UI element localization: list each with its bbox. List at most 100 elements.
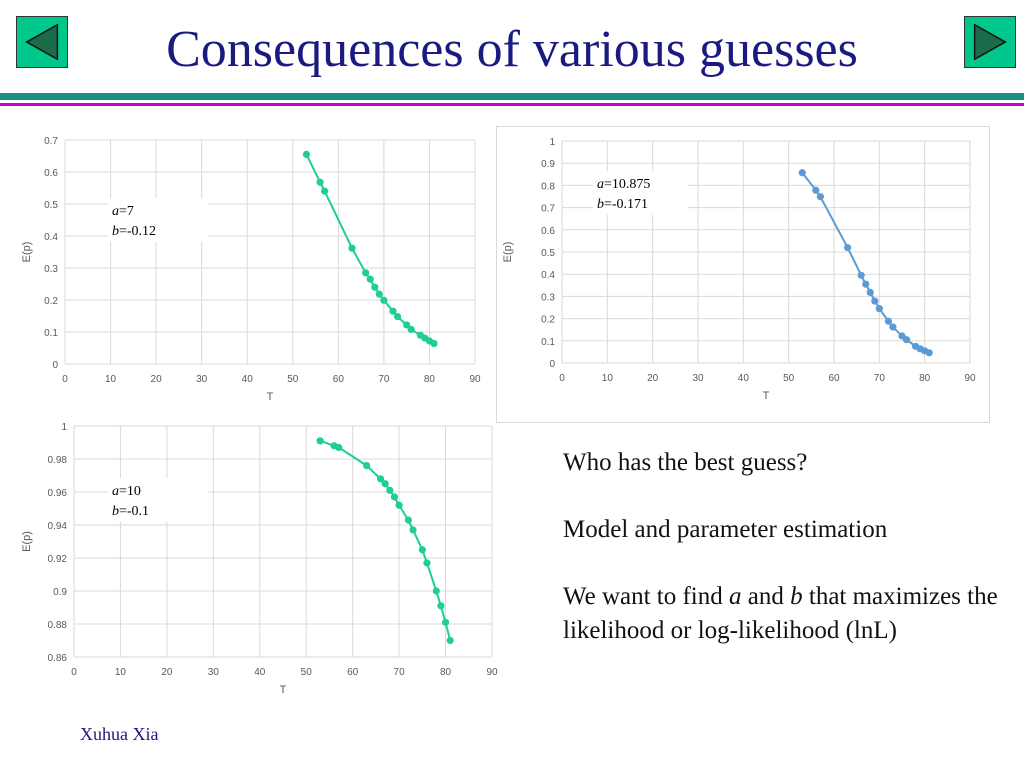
data-point <box>889 323 897 331</box>
divider-bar-teal <box>0 93 1024 100</box>
chart-svg: 0 0.1 0.2 0.3 0.4 0.5 0.6 0.7 0 10 20 30 40 50 60 70 80 9… <box>21 136 481 403</box>
x-tick-label: 60 <box>828 373 840 384</box>
data-point <box>871 297 879 305</box>
data-point <box>925 349 933 357</box>
x-tick-label: 20 <box>151 374 163 385</box>
next-slide-button[interactable] <box>964 16 1016 68</box>
y-tick-label: 0.7 <box>541 204 555 215</box>
y-tick-label: 0.7 <box>44 136 58 147</box>
annotation-a: a=7 <box>112 204 134 219</box>
data-point <box>302 150 311 158</box>
data-point <box>403 321 411 329</box>
data-point <box>366 275 374 283</box>
data-point <box>875 305 883 313</box>
data-point <box>390 493 399 501</box>
y-tick-label: 1 <box>61 422 67 433</box>
data-point <box>446 636 454 645</box>
data-point <box>812 186 820 194</box>
x-tick-label: 0 <box>62 374 68 385</box>
data-point <box>363 462 371 470</box>
y-tick-label: 0 <box>52 360 58 371</box>
y-tick-label: 0.4 <box>541 270 555 281</box>
bullet-best-guess: Who has the best guess? <box>563 449 808 476</box>
y-tick-label: 0.8 <box>541 181 555 192</box>
annotation-b: b=-0.12 <box>112 224 156 239</box>
triangle-left-icon <box>25 23 59 61</box>
data-point <box>380 296 388 304</box>
x-tick-label: 20 <box>161 667 173 678</box>
data-point <box>362 269 370 277</box>
x-tick-label: 10 <box>602 373 614 384</box>
x-tick-label: 30 <box>208 667 220 678</box>
data-point <box>884 317 892 325</box>
y-tick-label: 0.5 <box>44 200 58 211</box>
x-tick-label: 80 <box>919 373 931 384</box>
y-tick-label: 0.1 <box>44 328 58 339</box>
data-point <box>316 178 324 186</box>
data-point <box>407 325 415 334</box>
annotation-a: a=10.875 <box>597 177 650 192</box>
x-tick-label: 60 <box>333 374 345 385</box>
chart-a10875: 0 0.1 0.2 0.3 0.4 0.5 0.6 0.7 0.8 0.9 1 0 10 20 30 40 50… <box>496 126 990 423</box>
data-point <box>862 280 870 288</box>
divider-bar-magenta <box>0 103 1024 106</box>
y-tick-label: 0.2 <box>44 296 58 307</box>
chart-a10: 0.86 0.88 0.9 0.92 0.94 0.96 0.98 1 0 10 20 30 40 50 6… <box>16 418 510 708</box>
data-point <box>844 243 852 252</box>
x-tick-label: 30 <box>196 374 208 385</box>
x-tick-label: 90 <box>486 667 498 678</box>
chart-svg: 00.10.20.30.40.50.60.70.80.910 10 20 30 40 50… <box>502 137 976 402</box>
x-tick-label: 40 <box>738 373 750 384</box>
y-tick-label: 0.9 <box>541 159 555 170</box>
x-tick-label: 50 <box>287 374 299 385</box>
slide-title: Consequences of various guesses <box>166 21 858 78</box>
y-tick-label: 0.96 <box>48 488 68 499</box>
annotation-box <box>108 198 208 242</box>
y-tick-label: 0.86 <box>48 653 68 664</box>
y-axis-label: E(p) <box>21 242 33 263</box>
x-tick-label: 50 <box>783 373 795 384</box>
chart-a7: 0 0.1 0.2 0.3 0.4 0.5 0.6 0.7 0 10 20 30 40 50 60 70 80 9… <box>16 128 496 418</box>
y-tick-label: 0.3 <box>44 264 58 275</box>
x-axis-label: T <box>280 684 287 696</box>
y-axis-label: E(p) <box>21 531 33 552</box>
series-line <box>305 153 435 345</box>
x-tick-label: 40 <box>254 667 266 678</box>
x-tick-label: 80 <box>440 667 452 678</box>
data-point <box>316 437 324 445</box>
y-tick-label: 0.98 <box>48 455 68 466</box>
y-tick-label: 0.5 <box>541 248 555 259</box>
annotation-a: a=10 <box>112 484 141 499</box>
annotation-b: b=-0.171 <box>597 197 648 212</box>
y-tick-label: 0.6 <box>44 168 58 179</box>
series-line <box>319 439 452 641</box>
x-tick-label: 70 <box>394 667 406 678</box>
x-tick-label: 20 <box>647 373 659 384</box>
previous-slide-button[interactable] <box>16 16 68 68</box>
bullet-list: Who has the best guess? Model and parame… <box>563 446 1003 681</box>
data-point <box>375 290 383 298</box>
x-tick-label: 70 <box>874 373 886 384</box>
data-point <box>335 443 343 452</box>
data-point <box>389 307 397 315</box>
y-tick-label: 0.4 <box>44 232 58 243</box>
y-tick-label: 0.6 <box>541 226 555 237</box>
annotation-box <box>108 478 208 522</box>
data-point <box>437 602 445 610</box>
data-point <box>409 526 417 534</box>
data-point <box>404 516 412 524</box>
x-tick-label: 70 <box>378 374 390 385</box>
x-tick-label: 10 <box>105 374 117 385</box>
bullet-model-estimation: Model and parameter estimation <box>563 516 888 543</box>
y-axis-label: E(p) <box>502 242 514 263</box>
y-tick-label: 0.94 <box>48 521 68 532</box>
x-tick-label: 10 <box>115 667 127 678</box>
data-point <box>902 336 911 344</box>
y-tick-label: 0.9 <box>53 587 67 598</box>
x-tick-label: 80 <box>424 374 436 385</box>
y-tick-label: 0.88 <box>48 620 68 631</box>
data-point <box>393 313 402 321</box>
data-point <box>866 288 874 297</box>
y-tick-label: 0.1 <box>541 337 555 348</box>
